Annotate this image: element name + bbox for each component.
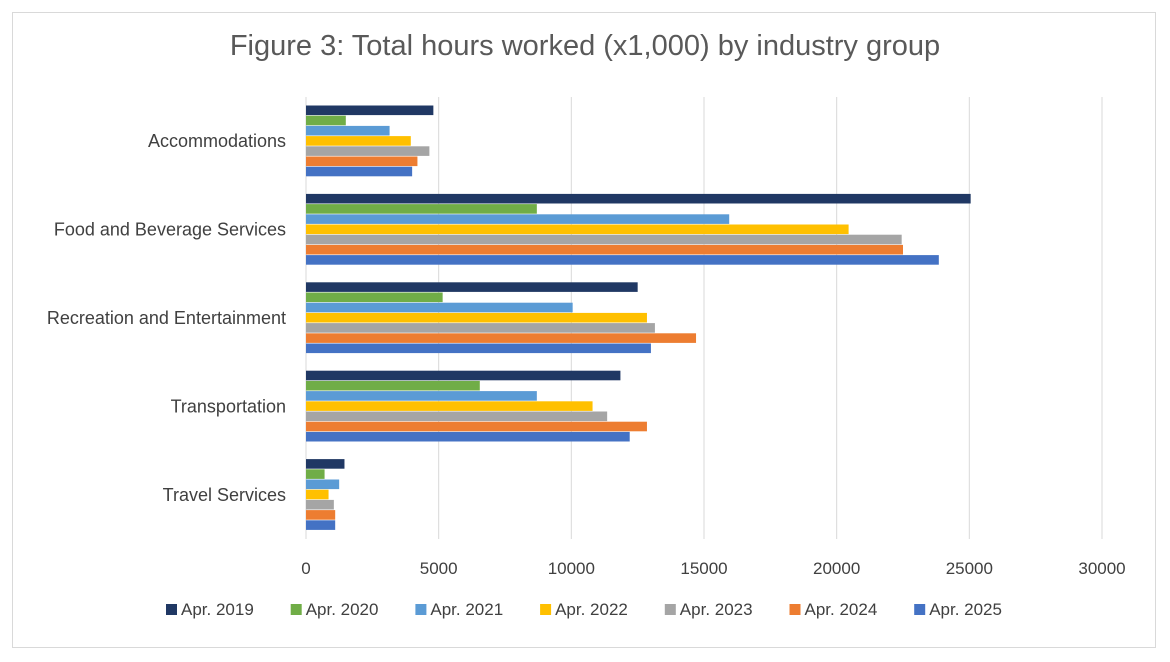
bar [306,224,849,235]
legend-swatch [415,604,427,615]
bar [306,166,413,177]
bar [306,391,537,401]
bar [306,115,346,126]
bar [306,510,336,520]
bar [306,193,971,204]
legend-swatch [914,604,926,615]
bar [306,292,443,303]
bar [306,431,630,442]
legend-label: Apr. 2019 [181,600,254,619]
bar [306,204,537,214]
bar [306,234,902,245]
legend-label: Apr. 2024 [805,600,878,619]
bar [306,214,730,224]
bar [306,146,430,156]
x-tick-label: 5000 [420,559,458,578]
bars [306,105,971,530]
bar [306,125,390,136]
legend-label: Apr. 2025 [929,600,1002,619]
bar [306,244,903,255]
x-tick-label: 25000 [946,559,993,578]
legend-swatch [789,604,801,615]
legend-label: Apr. 2023 [680,600,753,619]
legend-swatch [664,604,676,615]
bar [306,499,334,510]
bar [306,312,647,323]
chart-title: Figure 3: Total hours worked (x1,000) by… [229,30,941,62]
legend-label: Apr. 2020 [306,600,379,619]
legend-label: Apr. 2022 [555,600,628,619]
bar [306,156,418,167]
bar [306,105,434,116]
bar [306,333,697,343]
category-label: Recreation and Entertainment [47,308,286,328]
bar [306,255,939,265]
x-tick-label: 20000 [813,559,860,578]
bar [306,479,340,490]
bar [306,370,621,381]
legend-swatch [166,604,177,615]
bar [306,401,593,411]
legend-swatch [540,604,552,615]
x-tick-label: 30000 [1078,559,1125,578]
category-label: Food and Beverage Services [54,220,286,240]
x-tick-label: 0 [301,559,310,578]
bar [306,302,573,313]
legend: Apr. 2019 Apr. 2020 Apr. 2021 Apr. 2022 Apr.… [166,600,1002,619]
bar [306,323,655,333]
x-tick-label: 15000 [680,559,727,578]
bar [306,520,336,530]
legend-swatch [290,604,302,615]
x-tick-label: 10000 [548,559,595,578]
bar [306,380,480,391]
bar [306,411,608,422]
bar [306,343,651,354]
bar [306,421,647,432]
bar [306,136,411,146]
bar [306,489,329,500]
category-label: Transportation [171,396,286,416]
bar [306,459,345,469]
legend-label: Apr. 2021 [430,600,503,619]
category-label: Accommodations [148,131,286,151]
category-label: Travel Services [163,485,286,505]
bar [306,282,638,292]
category-labels: Accommodations Food and Beverage Services… [47,131,286,505]
bar [306,469,325,479]
x-tick-labels: 0 5000 10000 15000 20000 25000 30000 [301,559,1125,578]
